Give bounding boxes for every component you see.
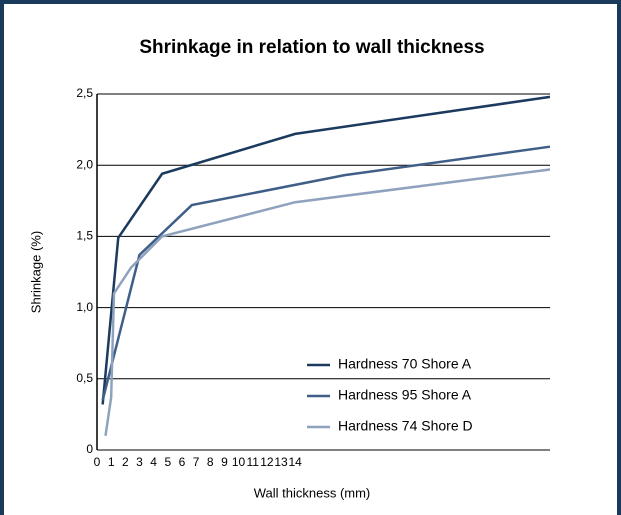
x-tick-label: 8 <box>207 455 214 469</box>
x-tick-label: 4 <box>150 455 157 469</box>
x-tick-label: 11 <box>246 455 259 469</box>
x-tick-label: 3 <box>136 455 143 469</box>
series-line <box>104 168 551 436</box>
x-tick-label: 6 <box>179 455 186 469</box>
legend-label: Hardness 74 Shore D <box>338 418 473 434</box>
series-line <box>101 145 551 401</box>
x-tick-label: 5 <box>164 455 171 469</box>
background <box>4 4 617 515</box>
x-tick-label: 12 <box>260 455 274 469</box>
x-axis-title: Wall thickness (mm) <box>254 485 371 500</box>
x-tick-label: 2 <box>122 455 129 469</box>
x-tick-label: 0 <box>94 455 101 469</box>
legend-label: Hardness 95 Shore A <box>338 387 472 403</box>
y-axis-title: Shrinkage (%) <box>28 231 43 313</box>
legend-label: Hardness 70 Shore A <box>338 356 472 372</box>
x-tick-label: 9 <box>221 455 228 469</box>
y-tick-label: 2,0 <box>76 157 93 171</box>
y-tick-label: 1,0 <box>76 300 93 314</box>
x-tick-label: 13 <box>274 455 288 469</box>
x-tick-label: 7 <box>193 455 200 469</box>
y-tick-label: 0,5 <box>76 371 93 385</box>
y-tick-label: 0 <box>86 442 93 456</box>
x-tick-label: 14 <box>289 455 303 469</box>
x-tick-label: 10 <box>232 455 246 469</box>
y-tick-label: 2,5 <box>76 86 93 100</box>
y-tick-label: 1,5 <box>76 229 93 243</box>
x-tick-label: 1 <box>108 455 115 469</box>
chart-title: Shrinkage in relation to wall thickness <box>139 37 484 58</box>
